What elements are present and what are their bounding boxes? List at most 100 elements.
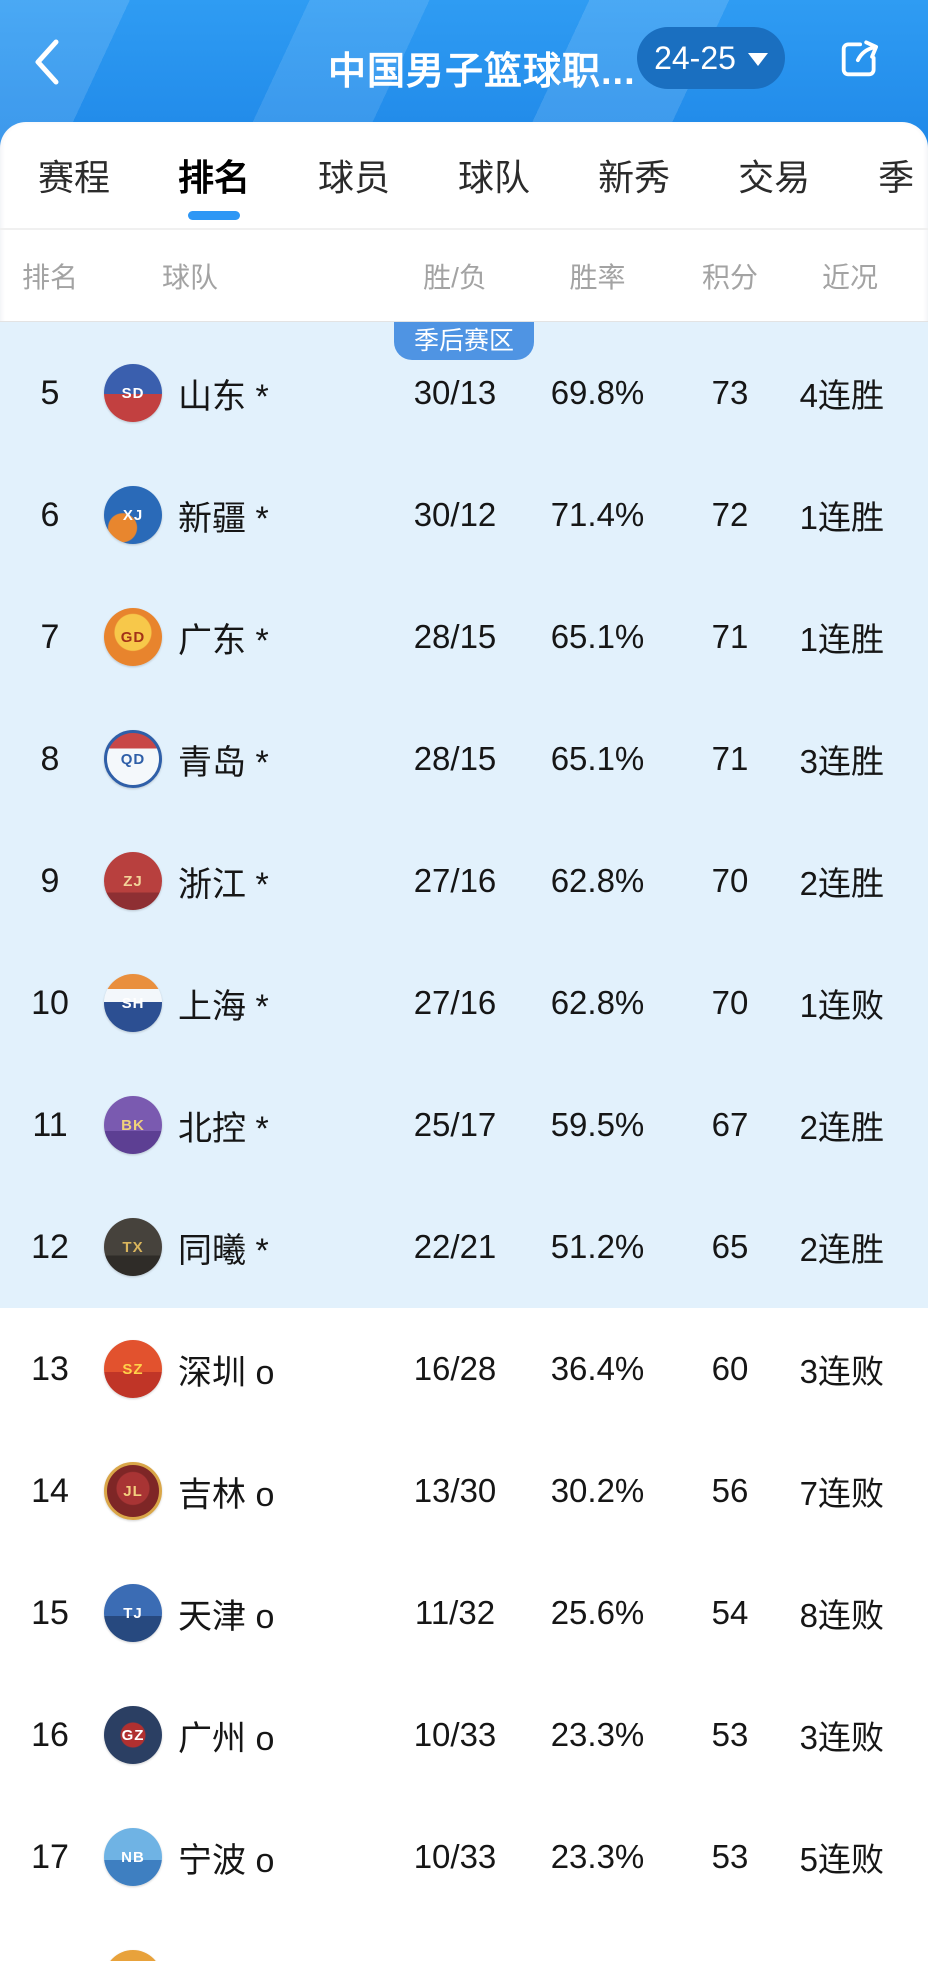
playoff-zone: 季后赛区 5 SD 山东 * 30/13 69.8% 73 4连胜 6 XJ 新… xyxy=(0,322,928,1308)
points-value: 67 xyxy=(711,1106,749,1143)
points-value: 73 xyxy=(711,374,749,411)
playoff-zone-badge: 季后赛区 xyxy=(394,322,534,360)
team-cell: ZJ 浙江 * xyxy=(100,852,395,910)
rank-value: 16 xyxy=(31,1715,69,1754)
team-cell: QD 青岛 * xyxy=(100,730,395,788)
winloss-value: 27/16 xyxy=(413,862,497,899)
team-logo: QD xyxy=(104,730,162,788)
team-cell: TX 同曦 * xyxy=(100,1218,395,1276)
team-logo: XJ xyxy=(104,486,162,544)
points-value: 72 xyxy=(711,496,749,533)
table-row[interactable]: 16 GZ 广州 o 10/33 23.3% 53 3连败 xyxy=(0,1674,928,1796)
team-name: 新疆 * xyxy=(178,499,269,538)
non-playoff-zone: 13 SZ 深圳 o 16/28 36.4% 60 3连败 14 JL 吉林 o… xyxy=(0,1308,928,1961)
team-logo: TX xyxy=(104,1218,162,1276)
team-cell: XJ 新疆 * xyxy=(100,486,395,544)
team-name: 广东 * xyxy=(178,621,269,660)
back-button[interactable] xyxy=(30,34,70,90)
winpct-value: 65.1% xyxy=(550,618,645,655)
winloss-value: 25/17 xyxy=(413,1106,497,1143)
rank-value: 17 xyxy=(31,1837,69,1876)
share-button[interactable] xyxy=(832,32,886,86)
rank-value: 11 xyxy=(32,1105,68,1144)
caret-down-icon xyxy=(747,53,768,66)
logo-initials: GZ xyxy=(121,1726,145,1744)
table-row[interactable]: 13 SZ 深圳 o 16/28 36.4% 60 3连败 xyxy=(0,1308,928,1430)
team-name: 广州 o xyxy=(178,1719,275,1758)
points-value: 70 xyxy=(711,984,749,1021)
rank-value: 13 xyxy=(31,1349,69,1388)
chevron-left-icon xyxy=(35,39,59,85)
team-logo: TJ xyxy=(104,1584,162,1642)
table-row[interactable]: 7 GD 广东 * 28/15 65.1% 71 1连胜 xyxy=(0,576,928,698)
winpct-value: 36.4% xyxy=(550,1350,645,1387)
team-logo: JL xyxy=(104,1462,162,1520)
tab-trades[interactable]: 交易 xyxy=(738,122,810,228)
table-row[interactable]: 10 SH 上海 * 27/16 62.8% 70 1连败 xyxy=(0,942,928,1064)
winpct-value: 30.2% xyxy=(550,1472,645,1509)
winloss-value: 30/13 xyxy=(413,374,497,411)
table-row-partial[interactable] xyxy=(0,1918,928,1961)
tab-players[interactable]: 球员 xyxy=(318,122,390,228)
tab-teams[interactable]: 球队 xyxy=(458,122,530,228)
points-value: 54 xyxy=(711,1594,749,1631)
winloss-value: 10/33 xyxy=(413,1838,497,1875)
table-row[interactable]: 17 NB 宁波 o 10/33 23.3% 53 5连败 xyxy=(0,1796,928,1918)
team-logo: SZ xyxy=(104,1340,162,1398)
team-cell: SH 上海 * xyxy=(100,974,395,1032)
team-name: 同曦 * xyxy=(178,1231,269,1270)
logo-initials: SZ xyxy=(122,1360,144,1378)
table-row[interactable]: 11 BK 北控 * 25/17 59.5% 67 2连胜 xyxy=(0,1064,928,1186)
tab-label: 球队 xyxy=(458,157,531,198)
table-row[interactable]: 14 JL 吉林 o 13/30 30.2% 56 7连败 xyxy=(0,1430,928,1552)
tab-schedule[interactable]: 赛程 xyxy=(38,122,110,228)
streak-value: 2连胜 xyxy=(799,865,884,902)
logo-initials: NB xyxy=(121,1848,145,1866)
rank-value: 15 xyxy=(31,1593,69,1632)
table-row[interactable]: 15 TJ 天津 o 11/32 25.6% 54 8连败 xyxy=(0,1552,928,1674)
team-name: 吉林 o xyxy=(178,1475,275,1514)
winloss-value: 13/30 xyxy=(413,1472,497,1509)
winloss-value: 10/33 xyxy=(413,1716,497,1753)
winpct-value: 62.8% xyxy=(550,984,645,1021)
share-icon xyxy=(841,40,879,77)
table-row[interactable]: 12 TX 同曦 * 22/21 51.2% 65 2连胜 xyxy=(0,1186,928,1308)
content-card: 赛程 排名 球员 球队 新秀 交易 季 排名 球队 胜/负 胜率 积分 近况 季… xyxy=(0,122,928,1961)
table-row[interactable]: 8 QD 青岛 * 28/15 65.1% 71 3连胜 xyxy=(0,698,928,820)
team-name: 深圳 o xyxy=(178,1353,275,1392)
tab-ranking[interactable]: 排名 xyxy=(178,122,250,228)
points-value: 65 xyxy=(711,1228,749,1265)
team-cell: JL 吉林 o xyxy=(100,1462,395,1520)
team-cell: GZ 广州 o xyxy=(100,1706,395,1764)
col-recent: 近况 xyxy=(821,261,878,293)
table-row[interactable]: 6 XJ 新疆 * 30/12 71.4% 72 1连胜 xyxy=(0,454,928,576)
page-title: 中国男子篮球职... xyxy=(328,51,636,93)
winpct-value: 59.5% xyxy=(550,1106,645,1143)
tab-label: 球员 xyxy=(318,157,391,198)
streak-value: 4连胜 xyxy=(799,377,884,414)
col-team: 球队 xyxy=(162,261,219,293)
team-logo: SH xyxy=(104,974,162,1032)
logo-initials: SD xyxy=(121,384,145,402)
season-dropdown[interactable]: 24-25 xyxy=(637,27,785,89)
team-cell: SZ 深圳 o xyxy=(100,1340,395,1398)
streak-value: 1连败 xyxy=(799,987,884,1024)
team-logo: GZ xyxy=(104,1706,162,1764)
team-logo: SD xyxy=(104,364,162,422)
table-row[interactable]: 9 ZJ 浙江 * 27/16 62.8% 70 2连胜 xyxy=(0,820,928,942)
col-winloss: 胜/负 xyxy=(423,261,487,293)
streak-value: 3连胜 xyxy=(799,743,884,780)
tab-rookies[interactable]: 新秀 xyxy=(598,122,670,228)
points-value: 60 xyxy=(711,1350,749,1387)
table-row[interactable]: 5 SD 山东 * 30/13 69.8% 73 4连胜 xyxy=(0,332,928,454)
tab-season-cut[interactable]: 季 xyxy=(878,122,914,228)
rank-value: 6 xyxy=(40,495,60,534)
rank-value: 10 xyxy=(31,983,69,1022)
logo-initials: XJ xyxy=(122,506,144,524)
table-header: 排名 球队 胜/负 胜率 积分 近况 xyxy=(0,230,928,322)
streak-value: 5连败 xyxy=(799,1841,884,1878)
winloss-value: 28/15 xyxy=(413,740,497,777)
team-name: 天津 o xyxy=(178,1597,275,1636)
rank-value: 14 xyxy=(31,1471,69,1510)
